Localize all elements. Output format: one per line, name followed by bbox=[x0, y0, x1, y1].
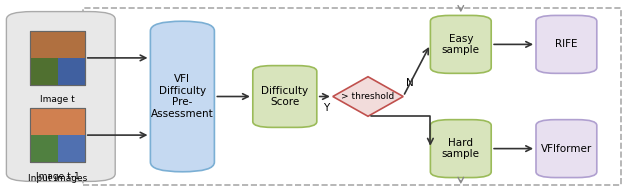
FancyBboxPatch shape bbox=[30, 31, 85, 58]
FancyBboxPatch shape bbox=[30, 108, 85, 135]
Text: VFIformer: VFIformer bbox=[541, 144, 592, 154]
FancyBboxPatch shape bbox=[430, 120, 492, 178]
FancyBboxPatch shape bbox=[536, 120, 596, 178]
Text: > threshold: > threshold bbox=[341, 92, 395, 101]
FancyBboxPatch shape bbox=[30, 58, 58, 85]
FancyBboxPatch shape bbox=[30, 108, 85, 162]
FancyBboxPatch shape bbox=[430, 15, 492, 73]
FancyBboxPatch shape bbox=[253, 66, 317, 127]
Polygon shape bbox=[333, 77, 403, 116]
Text: Hard
sample: Hard sample bbox=[442, 138, 480, 159]
FancyBboxPatch shape bbox=[150, 21, 214, 172]
Text: VFI
Difficulty
Pre-
Assessment: VFI Difficulty Pre- Assessment bbox=[151, 74, 214, 119]
FancyBboxPatch shape bbox=[30, 31, 85, 85]
Text: Image t-1: Image t-1 bbox=[36, 172, 79, 181]
FancyBboxPatch shape bbox=[58, 58, 85, 85]
Text: Easy
sample: Easy sample bbox=[442, 34, 480, 55]
FancyBboxPatch shape bbox=[30, 135, 58, 162]
FancyBboxPatch shape bbox=[536, 15, 596, 73]
Text: Difficulty
Score: Difficulty Score bbox=[261, 86, 308, 107]
FancyBboxPatch shape bbox=[58, 135, 85, 162]
FancyBboxPatch shape bbox=[6, 12, 115, 181]
Text: N: N bbox=[406, 78, 414, 88]
Text: Input images: Input images bbox=[28, 174, 87, 183]
Text: Image t: Image t bbox=[40, 95, 75, 104]
Text: Y: Y bbox=[323, 103, 330, 113]
Text: RIFE: RIFE bbox=[555, 39, 578, 49]
